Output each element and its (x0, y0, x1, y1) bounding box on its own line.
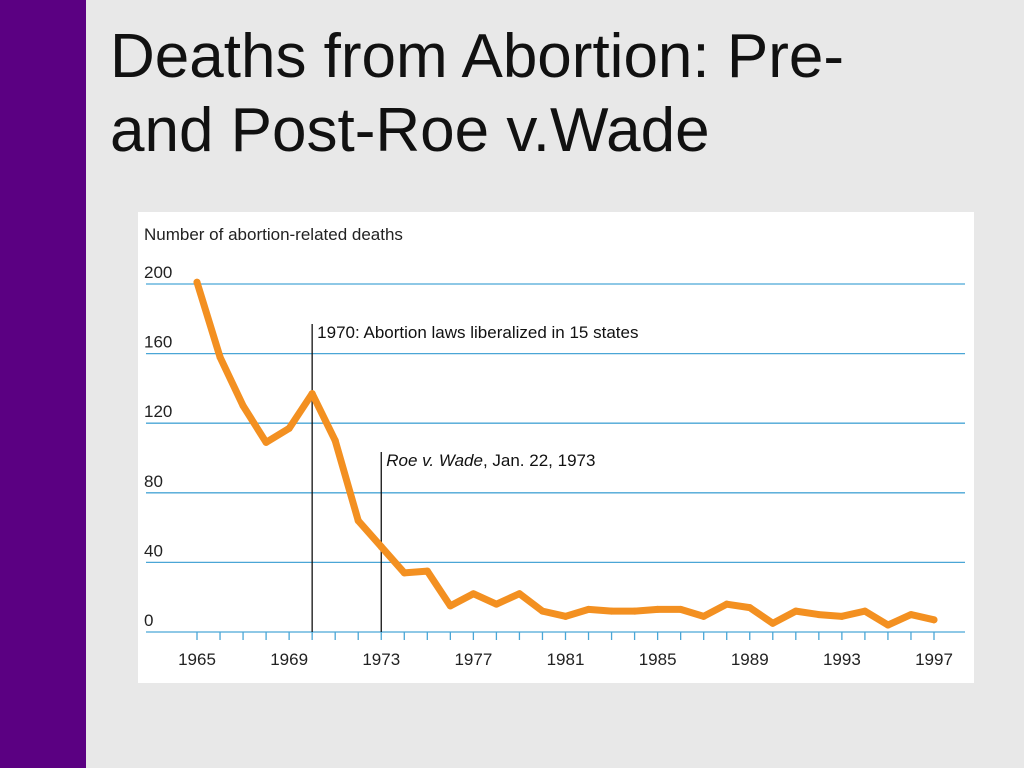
data-point (746, 604, 754, 612)
data-point (608, 607, 616, 615)
y-tick-label: 40 (144, 541, 163, 560)
x-tick-label: 1993 (823, 650, 861, 669)
data-point (700, 612, 708, 620)
data-point (792, 607, 800, 615)
data-point (354, 517, 362, 525)
annotations: 1970: Abortion laws liberalized in 15 st… (311, 323, 638, 632)
y-tick-label: 80 (144, 472, 163, 491)
data-point (285, 424, 293, 432)
accent-sidebar (0, 0, 86, 768)
data-point (723, 600, 731, 608)
x-tick-label: 1985 (639, 650, 677, 669)
chart-panel: Number of abortion-related deaths 0 40 80 1… (138, 212, 974, 683)
data-point (907, 611, 915, 619)
data-point (423, 567, 431, 575)
data-point (262, 438, 270, 446)
slide-title: Deaths from Abortion: Pre- and Post-Roe … (110, 20, 990, 168)
x-tick-label: 1981 (547, 650, 585, 669)
data-point (769, 619, 777, 627)
data-point (377, 543, 385, 551)
data-point (239, 402, 247, 410)
data-point (585, 605, 593, 613)
data-point (631, 607, 639, 615)
annotation-label: 1970: Abortion laws liberalized in 15 st… (317, 323, 638, 342)
y-tick-labels: 0 40 80 120 160 200 (144, 263, 172, 630)
slide-title-line2: and Post-Roe v.Wade (110, 96, 710, 165)
y-axis-label: Number of abortion-related deaths (144, 225, 403, 244)
data-point (838, 612, 846, 620)
data-point (308, 390, 316, 398)
data-point (562, 612, 569, 620)
y-tick-label: 0 (144, 611, 153, 630)
data-point (492, 600, 500, 608)
data-point (331, 437, 339, 445)
data-point (815, 611, 823, 619)
data-point (515, 590, 523, 598)
data-point (884, 621, 892, 629)
data-point (538, 607, 546, 615)
line-chart: Number of abortion-related deaths 0 40 80 1… (144, 225, 965, 669)
annotation-label: Roe v. Wade, Jan. 22, 1973 (386, 451, 595, 470)
series-group (193, 278, 938, 629)
gridlines (146, 283, 965, 633)
data-point (654, 605, 662, 613)
slide-title-line1: Deaths from Abortion: Pre- (110, 22, 844, 91)
y-tick-label: 160 (144, 333, 172, 352)
x-tick-label: 1997 (915, 650, 953, 669)
data-point (193, 278, 201, 286)
data-point (469, 590, 477, 598)
x-tick-label: 1969 (270, 650, 308, 669)
x-tick-label: 1973 (362, 650, 400, 669)
data-point (400, 569, 408, 577)
data-point (216, 353, 224, 361)
y-tick-label: 200 (144, 263, 172, 282)
x-tick-label: 1965 (178, 650, 216, 669)
x-tick-label: 1977 (454, 650, 492, 669)
y-tick-label: 120 (144, 402, 172, 421)
data-point (677, 605, 685, 613)
data-point (861, 607, 869, 615)
x-axis: 1965 1969 1973 1977 1981 1985 1989 1993 1997 (178, 632, 953, 669)
data-point (446, 602, 454, 610)
data-point (930, 616, 938, 624)
x-tick-label: 1989 (731, 650, 769, 669)
